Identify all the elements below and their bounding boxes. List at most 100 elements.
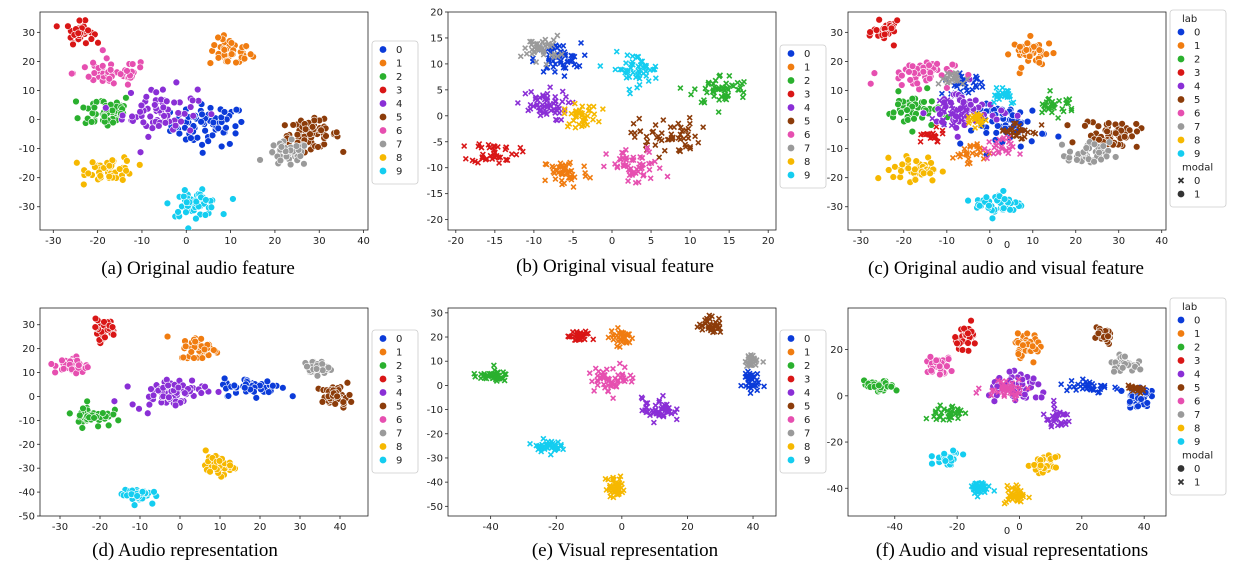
point-6 xyxy=(630,154,637,161)
x-tick-label: -10 xyxy=(939,236,955,247)
legend-label-3: 3 xyxy=(1194,356,1200,367)
point-8 xyxy=(884,154,893,162)
point-4 xyxy=(656,399,663,406)
point-6 xyxy=(600,163,607,170)
point-3 xyxy=(87,35,96,43)
point-6 xyxy=(124,80,132,89)
points xyxy=(471,312,768,501)
point-5 xyxy=(687,145,694,152)
legend-label-9: 9 xyxy=(804,456,810,467)
point-4 xyxy=(659,392,666,399)
legend-marker-3 xyxy=(1177,357,1185,364)
point-9 xyxy=(641,64,648,71)
point-5 xyxy=(333,392,341,400)
point-6 xyxy=(136,63,144,71)
point-8 xyxy=(577,109,584,116)
point-0 xyxy=(1137,395,1145,403)
point-8 xyxy=(889,173,897,181)
point-6 xyxy=(646,149,653,156)
legend-label-3: 3 xyxy=(804,375,810,386)
point-1 xyxy=(957,153,964,160)
point-3 xyxy=(583,330,590,337)
point-2 xyxy=(715,109,722,116)
point-3 xyxy=(953,339,961,348)
point-2 xyxy=(1065,100,1072,107)
point-1 xyxy=(963,149,970,156)
point-4 xyxy=(1054,422,1061,429)
point-9 xyxy=(229,195,237,203)
point-6 xyxy=(986,138,993,145)
legend-modal-marker-0 xyxy=(1177,177,1185,184)
point-4 xyxy=(540,103,547,110)
point-2 xyxy=(486,370,493,377)
point-3 xyxy=(475,143,482,150)
legend-marker-6 xyxy=(1177,397,1185,405)
point-6 xyxy=(1008,390,1015,397)
point-2 xyxy=(688,91,694,98)
x-tick-label: 20 xyxy=(681,522,694,533)
y-tick-label: -30 xyxy=(19,202,35,213)
point-4 xyxy=(174,383,183,392)
point-7 xyxy=(269,141,278,150)
legend-marker-2 xyxy=(787,362,795,369)
point-4 xyxy=(174,109,182,117)
point-6 xyxy=(606,376,613,383)
y-tick-label: 10 xyxy=(430,59,443,70)
point-0 xyxy=(972,73,979,80)
point-9 xyxy=(999,187,1008,195)
y-tick-label: -40 xyxy=(427,478,443,489)
point-5 xyxy=(680,135,687,142)
panel-c: -30 -20 -10 0 10 20 30 40-30-20-1001020300lab01… xyxy=(827,9,1227,279)
legend-modal-title: modal xyxy=(1182,451,1213,462)
point-2 xyxy=(79,404,87,413)
point-5 xyxy=(686,114,693,121)
point-9 xyxy=(632,74,639,81)
point-6 xyxy=(610,395,617,402)
point-1 xyxy=(1017,64,1026,72)
point-1 xyxy=(187,348,196,356)
x-tick-label: 40 xyxy=(357,236,370,247)
point-2 xyxy=(945,413,952,420)
point-1 xyxy=(246,50,255,58)
point-4 xyxy=(1048,421,1055,428)
point-1 xyxy=(210,346,218,354)
point-3 xyxy=(519,148,526,155)
point-4 xyxy=(142,93,151,101)
legend-marker-2 xyxy=(379,362,387,369)
point-3 xyxy=(575,335,582,342)
point-0 xyxy=(994,122,1002,130)
point-3 xyxy=(100,318,108,326)
point-6 xyxy=(637,153,644,160)
point-8 xyxy=(108,156,117,164)
x-tick-label: 0 xyxy=(619,522,625,533)
point-8 xyxy=(1005,497,1012,503)
point-2 xyxy=(938,409,945,416)
point-5 xyxy=(685,125,692,132)
point-5 xyxy=(630,120,637,127)
point-4 xyxy=(151,101,159,109)
point-3 xyxy=(920,131,927,138)
legend-label-5: 5 xyxy=(396,402,402,413)
point-9 xyxy=(133,492,141,500)
legend-modal-label-0: 0 xyxy=(1194,464,1200,475)
point-1 xyxy=(223,57,232,66)
point-8 xyxy=(105,172,113,181)
point-1 xyxy=(542,177,549,184)
point-9 xyxy=(617,66,624,73)
point-0 xyxy=(1068,377,1075,384)
caption-e: (e) Visual representation xyxy=(532,540,719,561)
point-6 xyxy=(935,362,944,371)
point-5 xyxy=(308,123,317,131)
point-0 xyxy=(1134,402,1142,410)
x-tick-label: 0 xyxy=(183,236,189,247)
point-7 xyxy=(954,77,961,84)
point-4 xyxy=(159,85,167,94)
x-tick-label: 20 xyxy=(269,236,282,247)
legend-marker-8 xyxy=(1177,424,1185,432)
point-9 xyxy=(651,66,658,73)
point-3 xyxy=(82,39,90,47)
point-7 xyxy=(277,143,286,151)
point-6 xyxy=(106,66,115,74)
point-2 xyxy=(735,86,742,93)
x-tick-label: -30 xyxy=(853,236,869,247)
